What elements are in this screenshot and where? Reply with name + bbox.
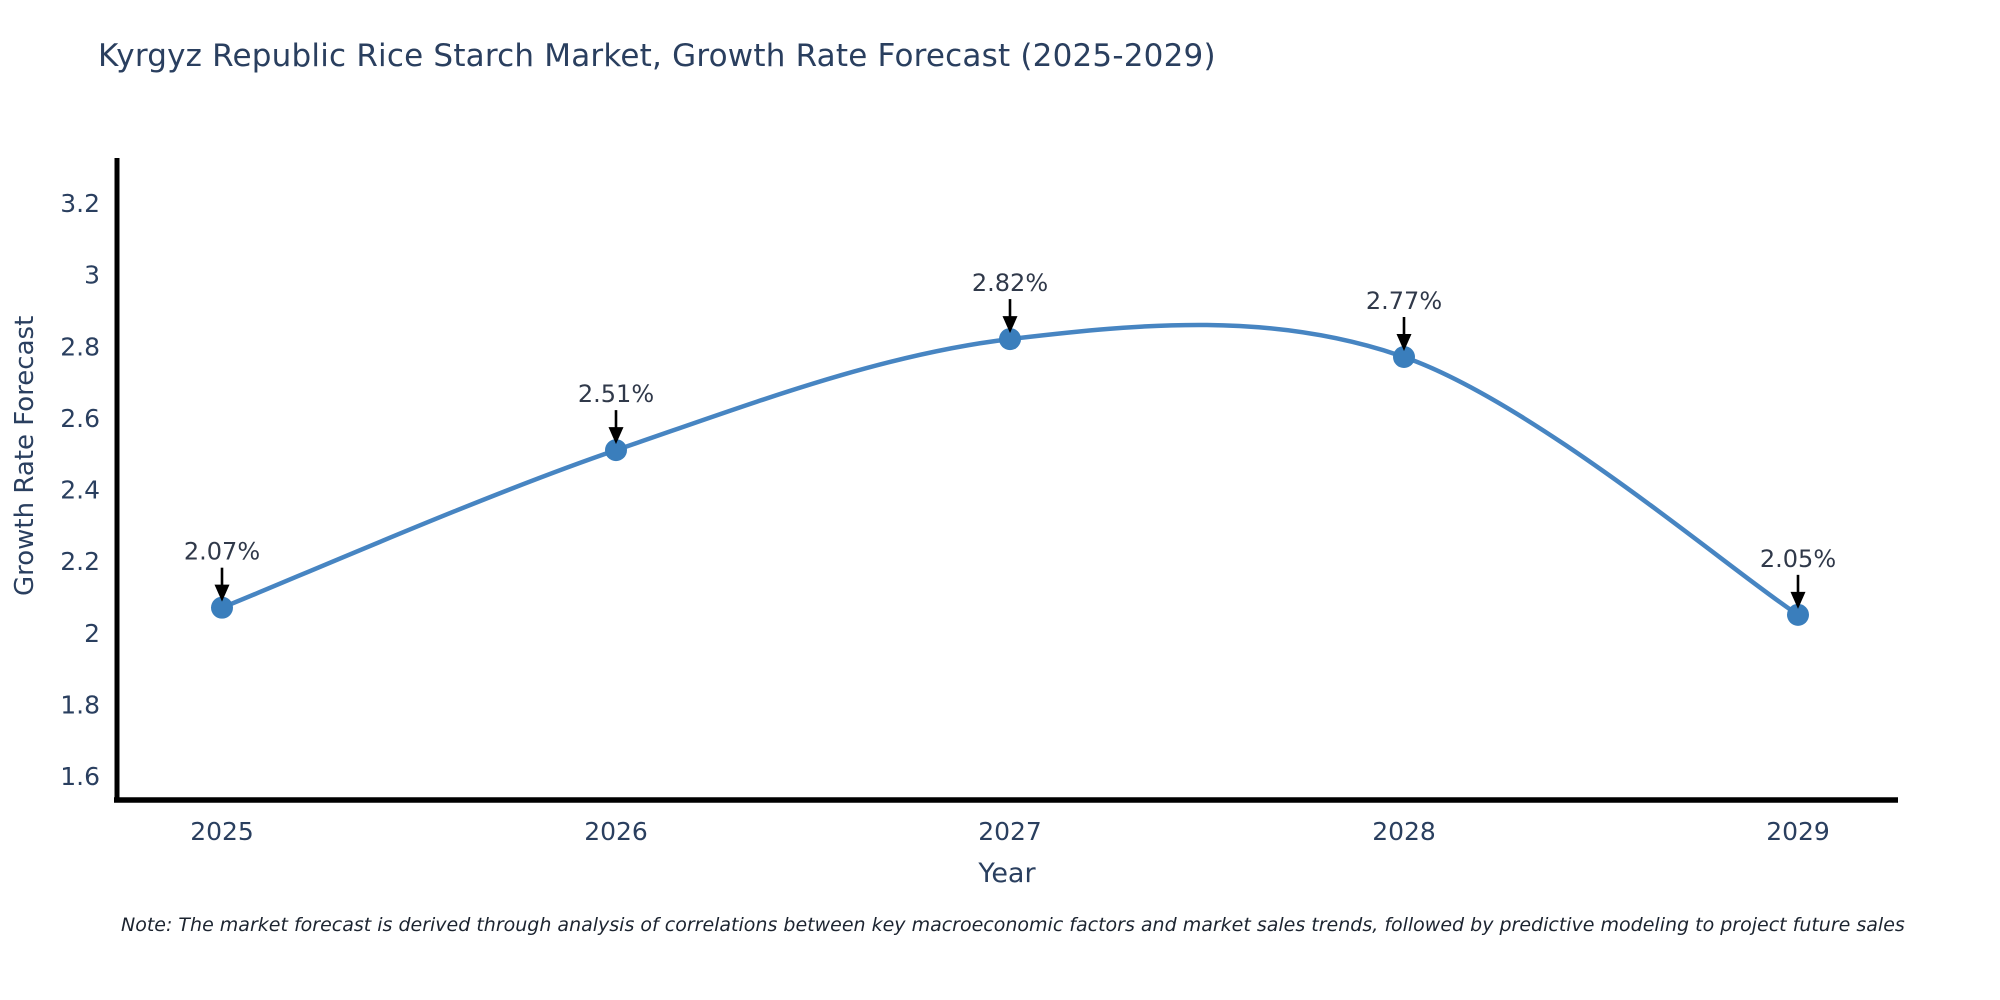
x-tick-label: 2027 <box>978 817 1042 846</box>
data-point-marker <box>211 596 233 619</box>
y-tick-label: 3.2 <box>60 189 100 218</box>
x-tick-label: 2028 <box>1372 817 1436 846</box>
data-point-label: 2.77% <box>1366 287 1442 315</box>
x-tick-label: 2029 <box>1766 817 1830 846</box>
y-tick-label: 2.2 <box>60 547 100 576</box>
data-point-label: 2.07% <box>184 538 260 566</box>
data-point-marker <box>1787 603 1809 626</box>
annotation-arrow-head <box>1396 333 1412 351</box>
y-tick-label: 2 <box>84 619 100 648</box>
data-point-marker <box>999 328 1021 351</box>
data-point-label: 2.51% <box>578 380 654 408</box>
x-tick-label: 2025 <box>190 817 254 846</box>
data-point-marker <box>1393 345 1415 368</box>
y-tick-label: 2.4 <box>60 476 100 505</box>
x-tick-label: 2026 <box>584 817 648 846</box>
data-point-label: 2.82% <box>972 269 1048 297</box>
annotation-arrow-head <box>1790 591 1806 609</box>
data-point-label: 2.05% <box>1760 545 1836 573</box>
data-point-marker <box>605 439 627 462</box>
annotation-arrow-head <box>214 584 230 602</box>
y-tick-label: 1.8 <box>60 690 100 719</box>
series-line <box>219 322 1801 618</box>
annotation-arrow-head <box>608 427 624 445</box>
y-tick-label: 1.6 <box>60 762 100 791</box>
chart-title: Kyrgyz Republic Rice Starch Market, Grow… <box>98 38 1216 74</box>
annotation-arrow-head <box>1002 316 1018 334</box>
y-tick-label: 2.6 <box>60 404 100 433</box>
chart-footnote: Note: The market forecast is derived thr… <box>121 914 1905 936</box>
y-tick-label: 3 <box>84 261 100 290</box>
x-axis-title: Year <box>978 858 1036 889</box>
y-tick-label: 2.8 <box>60 332 100 361</box>
